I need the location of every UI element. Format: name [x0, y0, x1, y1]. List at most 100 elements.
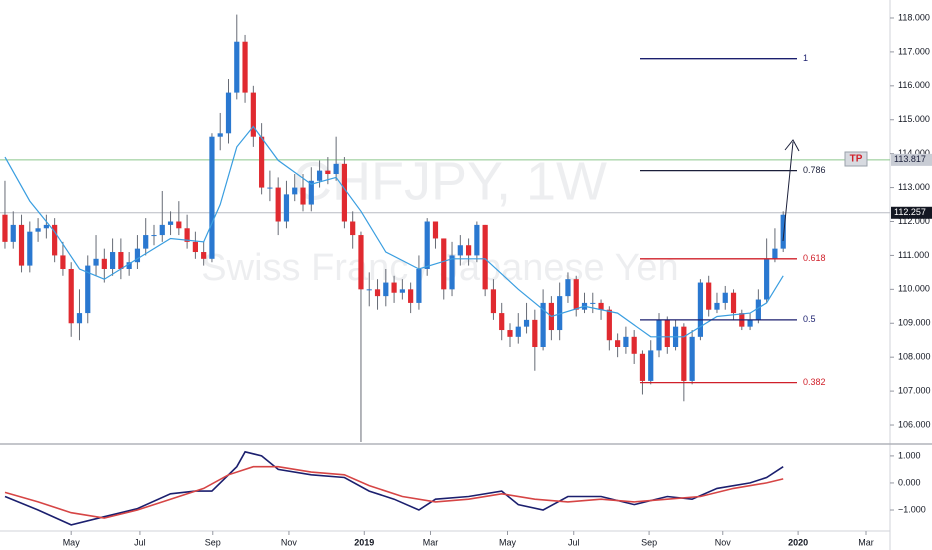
y-tick-label: 118.000 — [898, 12, 930, 22]
candle-body — [143, 235, 149, 249]
candle-body — [383, 282, 389, 297]
candle-body — [623, 336, 629, 348]
candle-body — [764, 258, 770, 300]
y-tick-label: 115.000 — [898, 114, 930, 124]
x-tick-label: Jul — [134, 537, 146, 547]
x-tick-label: May — [499, 537, 517, 547]
candle-body — [93, 258, 99, 266]
candle-body — [540, 302, 546, 348]
candle-body — [18, 224, 25, 266]
candle-body — [697, 282, 704, 337]
candle-body — [639, 353, 646, 381]
x-tick-label: Sep — [641, 537, 657, 547]
candle-body — [85, 265, 91, 314]
candle-body — [408, 289, 414, 303]
candle-body — [557, 296, 563, 331]
candle-body — [457, 245, 463, 256]
x-tick-label: Jul — [568, 537, 580, 547]
candle-body — [209, 136, 215, 259]
candle-body — [631, 336, 637, 354]
candle-body — [532, 319, 538, 348]
candle-body — [681, 326, 687, 381]
candle-body — [159, 224, 165, 236]
x-tick-label: Nov — [715, 537, 732, 547]
tp-box — [844, 151, 868, 167]
y-tick-label: 114.000 — [898, 148, 930, 158]
y-tick-label: 0.000 — [898, 477, 921, 487]
candle-body — [283, 194, 290, 222]
candle-body — [2, 214, 8, 242]
candle-body — [176, 221, 182, 229]
candle-body — [267, 187, 273, 189]
candle-body — [465, 245, 472, 256]
fib-label: 0.382 — [803, 377, 826, 387]
price-badge-label: 112.257 — [894, 207, 926, 217]
candle-body — [499, 313, 505, 331]
candle-body — [689, 336, 695, 381]
candle-body — [316, 170, 323, 181]
candle-body — [615, 340, 621, 348]
candle-body — [441, 238, 447, 290]
y-tick-label: 117.000 — [898, 46, 930, 56]
candle-body — [706, 282, 712, 310]
candle-body — [76, 313, 83, 324]
candle-body — [664, 319, 670, 348]
candle-body — [43, 224, 49, 229]
fib-label: 1 — [803, 53, 808, 63]
candle-body — [275, 187, 281, 222]
candle-body — [515, 326, 521, 337]
watermark-name: Swiss Franc / Japanese Yen — [201, 247, 678, 289]
candle-body — [27, 231, 33, 266]
y-tick-label: −1.000 — [898, 504, 926, 514]
y-tick-label: 110.000 — [898, 284, 930, 294]
candle-body — [755, 299, 761, 320]
candle-body — [52, 224, 58, 256]
candle-body — [482, 224, 488, 290]
price-badge — [891, 206, 932, 219]
fib-label: 0.618 — [803, 253, 826, 263]
candle-body — [308, 180, 314, 205]
candle-body — [722, 292, 728, 303]
candle-body — [648, 350, 654, 381]
candle-body — [333, 163, 339, 175]
candle-body — [590, 302, 596, 304]
y-tick-label: 111.000 — [898, 250, 929, 260]
candle-body — [101, 258, 107, 269]
candle-body — [399, 289, 405, 293]
tp-label: TP — [850, 154, 863, 165]
candle-body — [184, 228, 190, 242]
candle-body — [424, 221, 430, 269]
candle-body — [374, 289, 381, 297]
candle-body — [126, 262, 132, 269]
candle-body — [474, 224, 480, 256]
x-tick-label: 2019 — [354, 537, 374, 547]
candle-body — [730, 292, 737, 314]
candle-body — [118, 252, 124, 269]
x-tick-label: Nov — [281, 537, 298, 547]
candle-body — [68, 268, 74, 324]
price-badge-label: 113.817 — [894, 154, 926, 164]
x-tick-label: 2020 — [788, 537, 808, 547]
line-series — [4, 465, 784, 519]
line-series — [4, 450, 784, 526]
candle-body — [325, 170, 331, 175]
price-badge — [891, 153, 932, 166]
y-tick-label: 116.000 — [898, 80, 930, 90]
candle-body — [201, 252, 207, 259]
candle-body — [192, 241, 198, 253]
candle-body — [250, 92, 256, 137]
candle-body — [714, 302, 720, 310]
candle-body — [259, 136, 265, 188]
y-tick-label: 112.000 — [898, 216, 930, 226]
candle-body — [151, 235, 157, 237]
y-tick-label: 113.000 — [898, 182, 930, 192]
candle-body — [35, 228, 41, 232]
candle-body — [10, 224, 16, 242]
candle-body — [134, 248, 141, 263]
candle-body — [300, 187, 306, 205]
candle-body — [598, 302, 604, 310]
candle-body — [449, 255, 455, 290]
x-tick-label: Sep — [205, 537, 221, 547]
